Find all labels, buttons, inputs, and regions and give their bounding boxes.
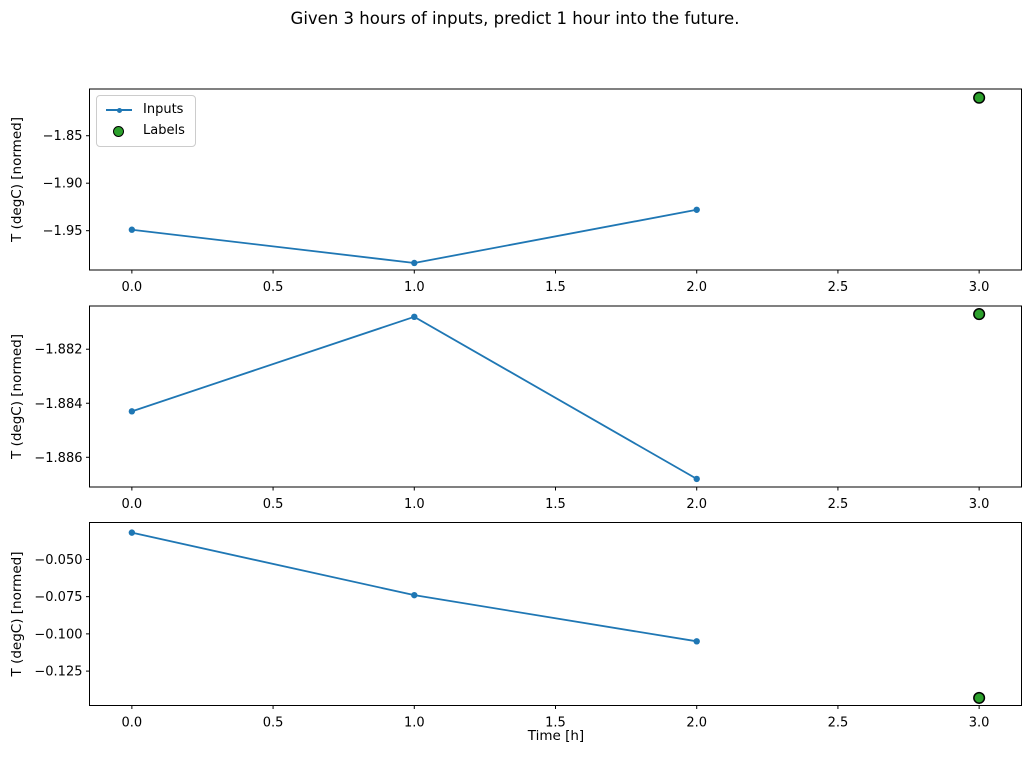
input-point-marker — [128, 408, 136, 415]
input-point-marker — [411, 313, 418, 321]
x-tick-label: 1.0 — [404, 280, 425, 295]
subplot-2: −1.882 −1.884 −1.886 0.0 0.5 1.0 1.5 2.0 2.5 3.0 T… — [9, 305, 1022, 512]
inputs-line-icon — [106, 101, 132, 119]
inputs-line — [131, 531, 697, 643]
inputs-line — [131, 208, 697, 264]
x-tick-label: 1.5 — [545, 716, 566, 731]
legend-label-labels: Labels — [143, 123, 185, 138]
input-point-marker — [693, 475, 700, 483]
label-point-marker — [973, 691, 986, 704]
input-point-marker — [693, 638, 700, 645]
inputs-line — [131, 315, 698, 480]
legend-entry-inputs: Inputs — [106, 101, 185, 119]
figure-title: Given 3 hours of inputs, predict 1 hour … — [290, 9, 740, 28]
y-axis-label: T (degC) [normed] — [9, 334, 25, 460]
x-tick-label: 3.0 — [969, 280, 990, 295]
y-tick-label: −0.075 — [34, 590, 82, 605]
y-tick-label: −1.85 — [43, 129, 83, 144]
x-tick-label: 1.0 — [404, 497, 425, 512]
x-tick-label: 1.5 — [545, 280, 566, 295]
input-point-marker — [693, 206, 700, 213]
x-tick-label: 0.0 — [122, 280, 143, 295]
input-point-marker — [128, 226, 136, 233]
legend-label-inputs: Inputs — [143, 102, 184, 117]
y-axis-label: T (degC) [normed] — [9, 117, 25, 243]
y-tick-label: −0.050 — [34, 553, 82, 568]
x-tick-label: 1.5 — [545, 497, 566, 512]
axes-frame — [89, 522, 1022, 706]
y-tick-label: −1.95 — [43, 224, 83, 239]
subplot-1: −1.85 −1.90 −1.95 0.0 0.5 1.0 1.5 2.0 2.5 3.0 T (d… — [9, 88, 1022, 295]
y-tick-label: −1.90 — [43, 177, 83, 192]
x-tick-label: 2.5 — [828, 716, 849, 731]
y-tick-label: −0.100 — [34, 627, 82, 642]
input-point-marker — [411, 591, 418, 599]
y-axis-label: T (degC) [normed] — [9, 552, 25, 678]
x-tick-label: 0.5 — [263, 716, 284, 731]
labels-marker-icon — [106, 122, 132, 140]
x-tick-label: 2.0 — [686, 497, 707, 512]
x-tick-label: 0.5 — [263, 280, 284, 295]
y-tick-label: −1.884 — [34, 397, 82, 412]
x-axis-label: Time [h] — [527, 728, 585, 744]
subplot-3: −0.050 −0.075 −0.100 −0.125 0.0 0.5 1.0 1.5 2.0 2… — [9, 522, 1022, 731]
x-tick-label: 3.0 — [969, 716, 990, 731]
label-point-marker — [973, 308, 986, 321]
axes-frame — [89, 305, 1022, 488]
x-tick-label: 3.0 — [969, 497, 990, 512]
x-tick-label: 0.5 — [263, 497, 284, 512]
axes-frame — [89, 88, 1022, 271]
y-tick-label: −1.882 — [34, 343, 82, 358]
legend: Inputs Labels — [96, 95, 196, 147]
x-tick-label: 2.5 — [828, 280, 849, 295]
x-tick-label: 2.5 — [828, 497, 849, 512]
y-tick-label: −1.886 — [34, 451, 82, 466]
x-tick-label: 0.0 — [122, 716, 143, 731]
input-point-marker — [411, 259, 418, 267]
y-tick-label: −0.125 — [34, 665, 82, 680]
input-point-marker — [128, 529, 136, 536]
x-tick-label: 1.0 — [404, 716, 425, 731]
label-point-marker — [973, 91, 986, 104]
x-tick-label: 0.0 — [122, 497, 143, 512]
x-tick-label: 2.0 — [686, 280, 707, 295]
x-tick-label: 2.0 — [686, 716, 707, 731]
legend-entry-labels: Labels — [106, 122, 185, 140]
